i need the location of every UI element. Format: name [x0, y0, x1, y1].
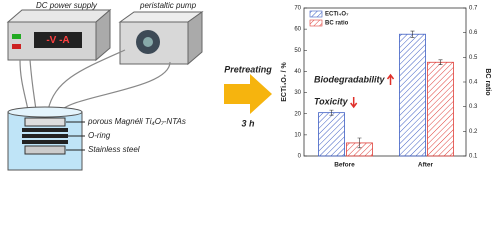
cell-label: porous Magnéli Ti₄O₇-NTAs: [87, 117, 186, 126]
legend-label: ECTi₄O₇: [325, 12, 349, 18]
x-tick-label: After: [418, 162, 434, 169]
cell-label: O-ring: [88, 131, 111, 140]
annotation: Biodegradability: [314, 74, 386, 84]
error-bar: [410, 30, 415, 38]
power-supply: -V -A: [6, 8, 112, 62]
y2-tick-label: 0.4: [469, 80, 478, 86]
pump: [118, 11, 204, 66]
y2-axis-title: BC ratio: [484, 68, 491, 95]
y-tick-label: 0: [298, 154, 302, 160]
process-label: Pretreating: [224, 64, 272, 74]
reactor: [7, 106, 85, 171]
y-tick-label: 50: [294, 48, 301, 54]
y2-tick-label: 0.2: [469, 129, 478, 135]
power-supply-label: DC power supply: [36, 1, 98, 10]
error-bar: [438, 59, 443, 66]
x-tick-label: Before: [334, 162, 355, 169]
y-tick-label: 20: [294, 111, 301, 117]
display: -V -A: [46, 35, 69, 46]
y-tick-label: 30: [294, 90, 301, 96]
graphic: -V -A DC power supply peristaltic pump p…: [6, 1, 491, 171]
pump-label: peristaltic pump: [139, 1, 197, 10]
y-tick-label: 10: [294, 132, 301, 138]
y2-tick-label: 0.6: [469, 30, 478, 36]
legend-label: BC ratio: [325, 21, 349, 27]
bar: [427, 61, 454, 157]
y-tick-label: 40: [294, 69, 301, 75]
bar: [318, 112, 345, 157]
error-bar: [329, 109, 334, 116]
y2-tick-label: 0.1: [469, 154, 478, 160]
error-bar: [357, 137, 362, 149]
bar: [399, 33, 426, 157]
y-axis-title: ECTi₄O₇ / %: [281, 62, 288, 102]
annotation: Toxicity: [314, 96, 349, 106]
process-arrow: [224, 74, 272, 114]
tubes: [19, 49, 171, 113]
cell-label: Stainless steel: [88, 145, 140, 154]
y2-tick-label: 0.7: [469, 6, 478, 12]
y2-tick-label: 0.3: [469, 104, 478, 110]
annotation-arrow: [350, 97, 358, 109]
y-tick-label: 60: [294, 27, 301, 33]
chart: 0 10 20 30 40 50 60 70 0.1 0.2 0.3 0.4 0.5 0.6 0.7 ECTi…: [281, 6, 491, 169]
annotation-arrow: [386, 73, 395, 85]
legend-swatch: [309, 19, 323, 27]
y2-tick-label: 0.5: [469, 55, 478, 61]
process-time: 3 h: [241, 118, 255, 128]
y-tick-label: 70: [294, 6, 301, 12]
legend-swatch: [309, 10, 323, 18]
